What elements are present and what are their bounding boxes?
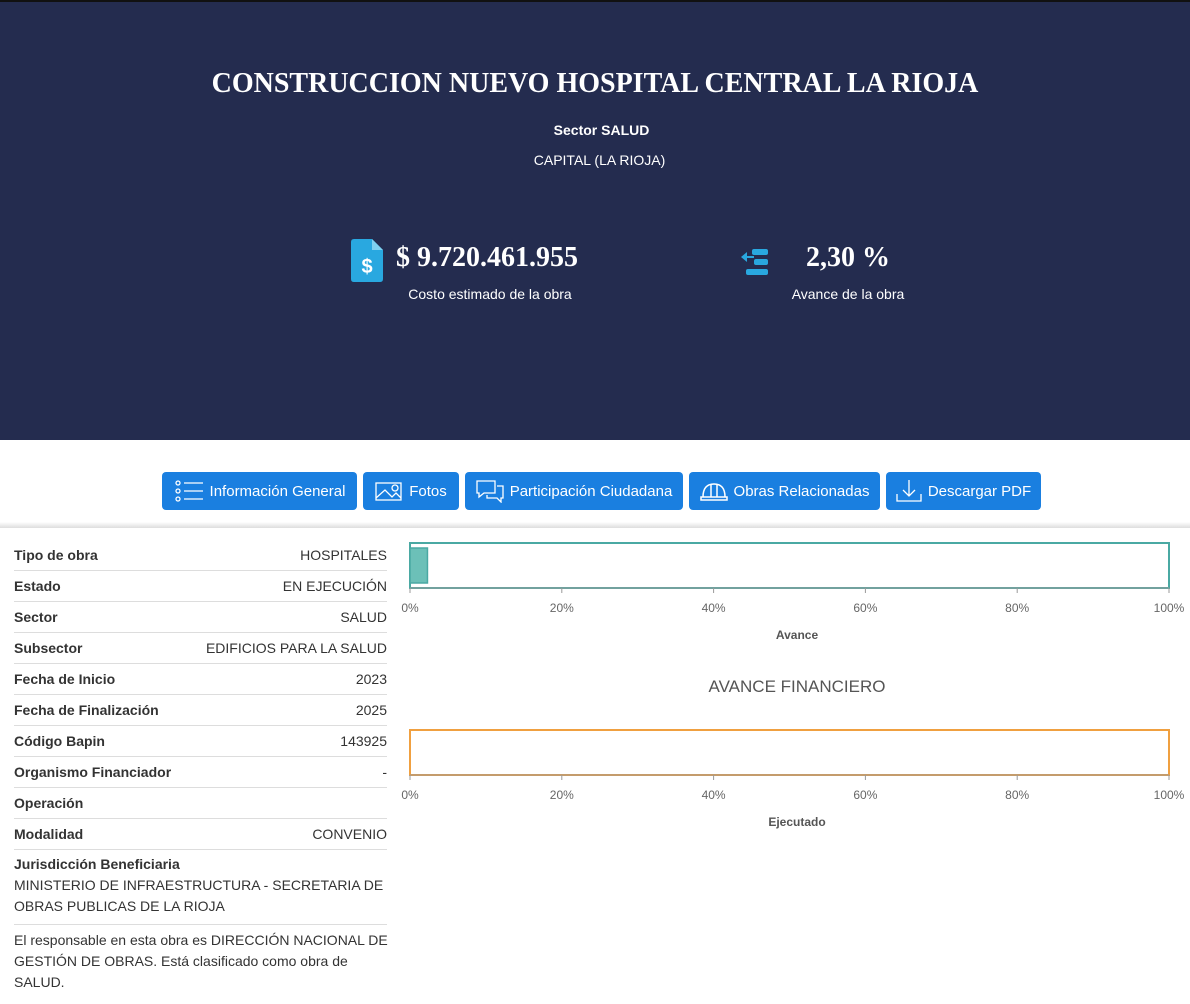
cost-value: $ 9.720.461.955 [396,242,578,273]
chart-title: AVANCE FINANCIERO [709,677,886,696]
table-row: Subsector EDIFICIOS PARA LA SALUD [14,633,387,664]
row-value: SALUD [340,609,387,625]
table-row: Sector SALUD [14,602,387,633]
row-label: Fecha de Inicio [14,671,116,687]
x-tick-label: 80% [1005,788,1029,802]
row-value: EDIFICIOS PARA LA SALUD [205,640,387,656]
row-label: Operación [14,795,84,811]
row-label: Fecha de Finalización [14,702,159,718]
tab-icon [476,480,504,503]
x-tick-label: 60% [853,788,877,802]
row-value: - [382,764,387,780]
x-tick-label: 40% [702,788,726,802]
jurisdiction: Jurisdicción Beneficiaria MINISTERIO DE … [14,854,387,925]
row-value: 143925 [340,733,387,749]
tab-label: Participación Ciudadana [509,482,673,500]
tab-button[interactable]: Descargar PDF [886,472,1041,510]
table-row: Estado EN EJECUCIÓN [14,571,387,602]
cost-icon: $ [351,239,383,282]
row-label: Organismo Financiador [14,764,172,780]
divider [0,522,1190,528]
row-value: CONVENIO [312,826,387,842]
cost-label: Costo estimado de la obra [408,286,572,302]
x-axis-label: Avance [776,628,819,642]
tab-label: Información General [209,482,346,500]
x-tick-label: 0% [401,788,419,802]
table-row: Tipo de obra HOSPITALES [14,540,387,571]
tab-button[interactable]: Obras Relacionadas [689,472,880,510]
x-tick-label: 0% [401,601,419,615]
tab-button[interactable]: Información General [162,472,357,510]
x-tick-label: 20% [550,788,574,802]
table-row: Fecha de Finalización 2025 [14,695,387,726]
tab-button[interactable]: Fotos [363,472,459,510]
row-label: Estado [14,578,61,594]
row-value: 2023 [355,671,387,687]
x-axis-label: Ejecutado [768,815,825,829]
tab-icon [174,480,203,502]
progress-label: Avance de la obra [791,286,905,302]
table-row: Organismo Financiador - [14,757,387,788]
table-row: Operación [14,788,387,819]
table-row: Código Bapin 143925 [14,726,387,757]
x-tick-label: 100% [1154,788,1185,802]
progress-value: 2,30 % [806,242,890,273]
row-value: HOSPITALES [300,547,387,563]
charts: 0% 20% 40% 60% 80% 100% Avance AVANCE FINANCIER… [401,542,1185,829]
table-row: Fecha de Inicio 2023 [14,664,387,695]
note: El responsable en esta obra es DIRECCIÓN… [14,932,388,990]
table-row: Modalidad CONVENIO [14,819,387,850]
location: CAPITAL (LA RIOJA) [533,152,666,168]
row-label: Tipo de obra [14,547,98,563]
x-tick-label: 100% [1154,601,1185,615]
tab-label: Fotos [409,482,447,500]
project-title: CONSTRUCCION NUEVO HOSPITAL CENTRAL LA R… [211,68,979,99]
row-label: Modalidad [14,826,84,842]
hero: CONSTRUCCION NUEVO HOSPITAL CENTRAL LA R… [0,0,1190,440]
tab-button[interactable]: Participación Ciudadana [465,472,683,510]
tab-label: Obras Relacionadas [733,482,870,500]
row-value: EN EJECUCIÓN [282,578,387,594]
plot-frame [409,542,1170,589]
progress-icon [741,249,768,275]
x-tick-label: 40% [702,601,726,615]
row-label: Sector [14,609,58,625]
row-label: Subsector [14,640,83,656]
tab-icon [375,482,402,501]
row-value: 2025 [355,702,387,718]
row-label: Código Bapin [14,733,105,749]
x-tick-label: 60% [853,601,877,615]
tab-label: Descargar PDF [927,482,1032,500]
tab-icon [896,480,922,502]
plot-frame [409,729,1170,776]
svg-text:$: $ [361,256,372,278]
jurisdiction-value: MINISTERIO DE INFRAESTRUCTURA - SECRETAR… [14,877,384,914]
bar [409,547,429,584]
sector: Sector SALUD [553,122,650,138]
tab-icon [699,483,728,501]
x-tick-label: 80% [1005,601,1029,615]
x-tick-label: 20% [550,601,574,615]
jurisdiction-label: Jurisdicción Beneficiaria [14,856,180,872]
